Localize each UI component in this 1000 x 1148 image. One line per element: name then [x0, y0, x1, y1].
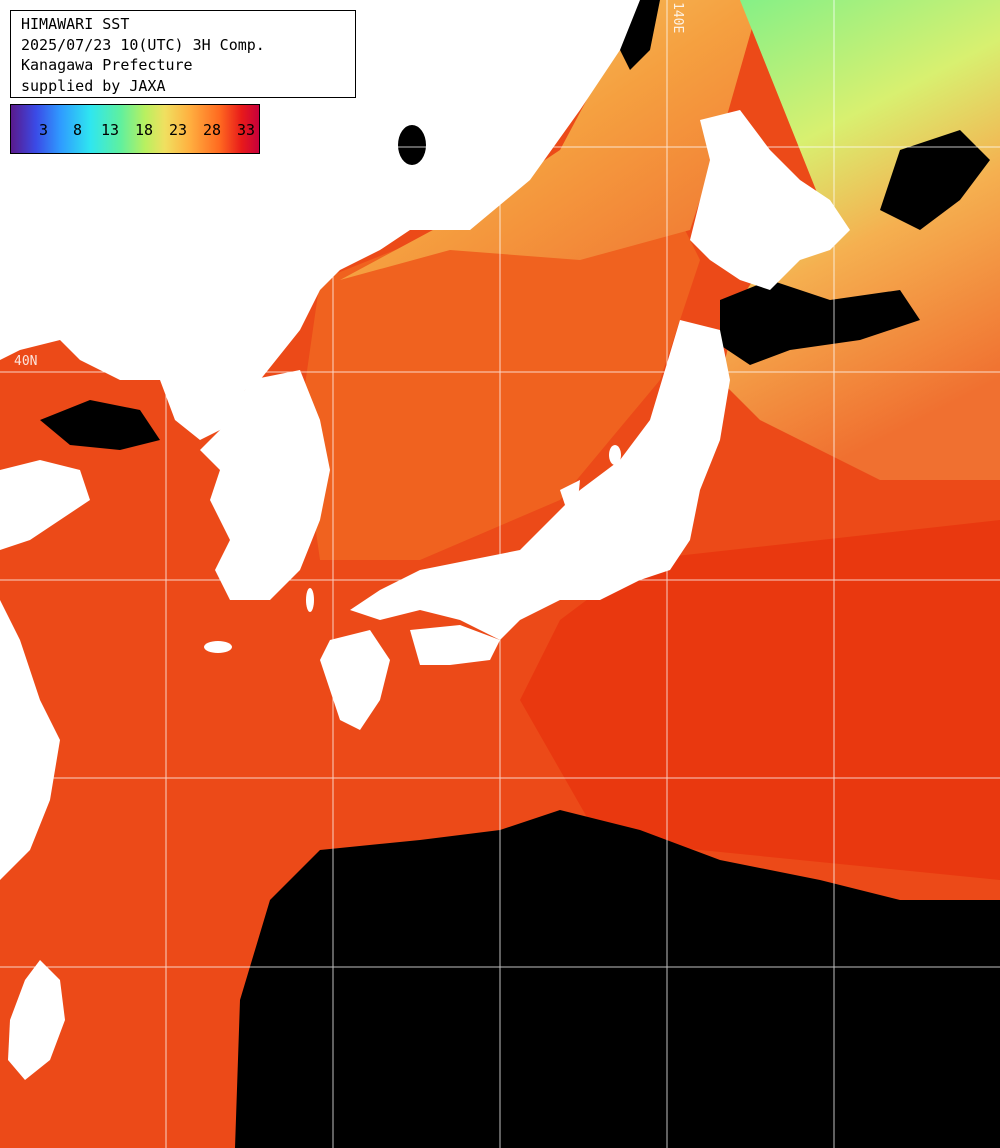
lat-label-40n: 40N — [14, 354, 38, 369]
land-island-bay — [560, 480, 580, 505]
land-hokkaido — [690, 110, 850, 290]
cloud-ne — [720, 280, 920, 365]
legend-tick: 13 — [101, 121, 120, 139]
land-island-sado — [609, 445, 621, 465]
cloud-south — [235, 810, 1000, 1148]
land-taiwan — [8, 960, 65, 1080]
land-korea — [200, 370, 330, 600]
lon-label-140e: 140E — [670, 2, 685, 34]
legend-tick: 23 — [169, 121, 188, 139]
land-east-china — [0, 600, 60, 880]
land-china-coast — [0, 460, 90, 550]
land-island-tsushima — [306, 588, 314, 612]
cloud-spot — [398, 125, 426, 165]
north-sea-band — [340, 0, 760, 280]
kuroshio-water — [520, 520, 1000, 880]
legend-tick: 18 — [135, 121, 154, 139]
legend-tick: 28 — [203, 121, 222, 139]
info-box: HIMAWARI SST 2025/07/23 10(UTC) 3H Comp.… — [10, 10, 356, 98]
legend-tick: 33 — [237, 121, 256, 139]
land-shikoku — [410, 625, 500, 665]
region-line: Kanagawa Prefecture — [21, 56, 193, 74]
cloud-korea — [40, 400, 160, 450]
legend-tick: 8 — [73, 121, 83, 139]
legend-tick: 3 — [39, 121, 49, 139]
lat-label-30n: 30N — [20, 761, 44, 776]
cloud-hokkaido — [880, 130, 990, 230]
ne-pacific — [720, 0, 1000, 480]
date-line: 2025/07/23 10(UTC) 3H Comp. — [21, 35, 265, 54]
credit-line: supplied by JAXA — [21, 76, 166, 95]
color-scale-legend: 3 8 13 18 23 28 33 — [10, 104, 260, 154]
title-line: HIMAWARI SST — [21, 15, 130, 33]
land-kyushu — [320, 630, 390, 730]
land-island-jeju — [204, 641, 232, 653]
land-honshu — [350, 320, 730, 640]
